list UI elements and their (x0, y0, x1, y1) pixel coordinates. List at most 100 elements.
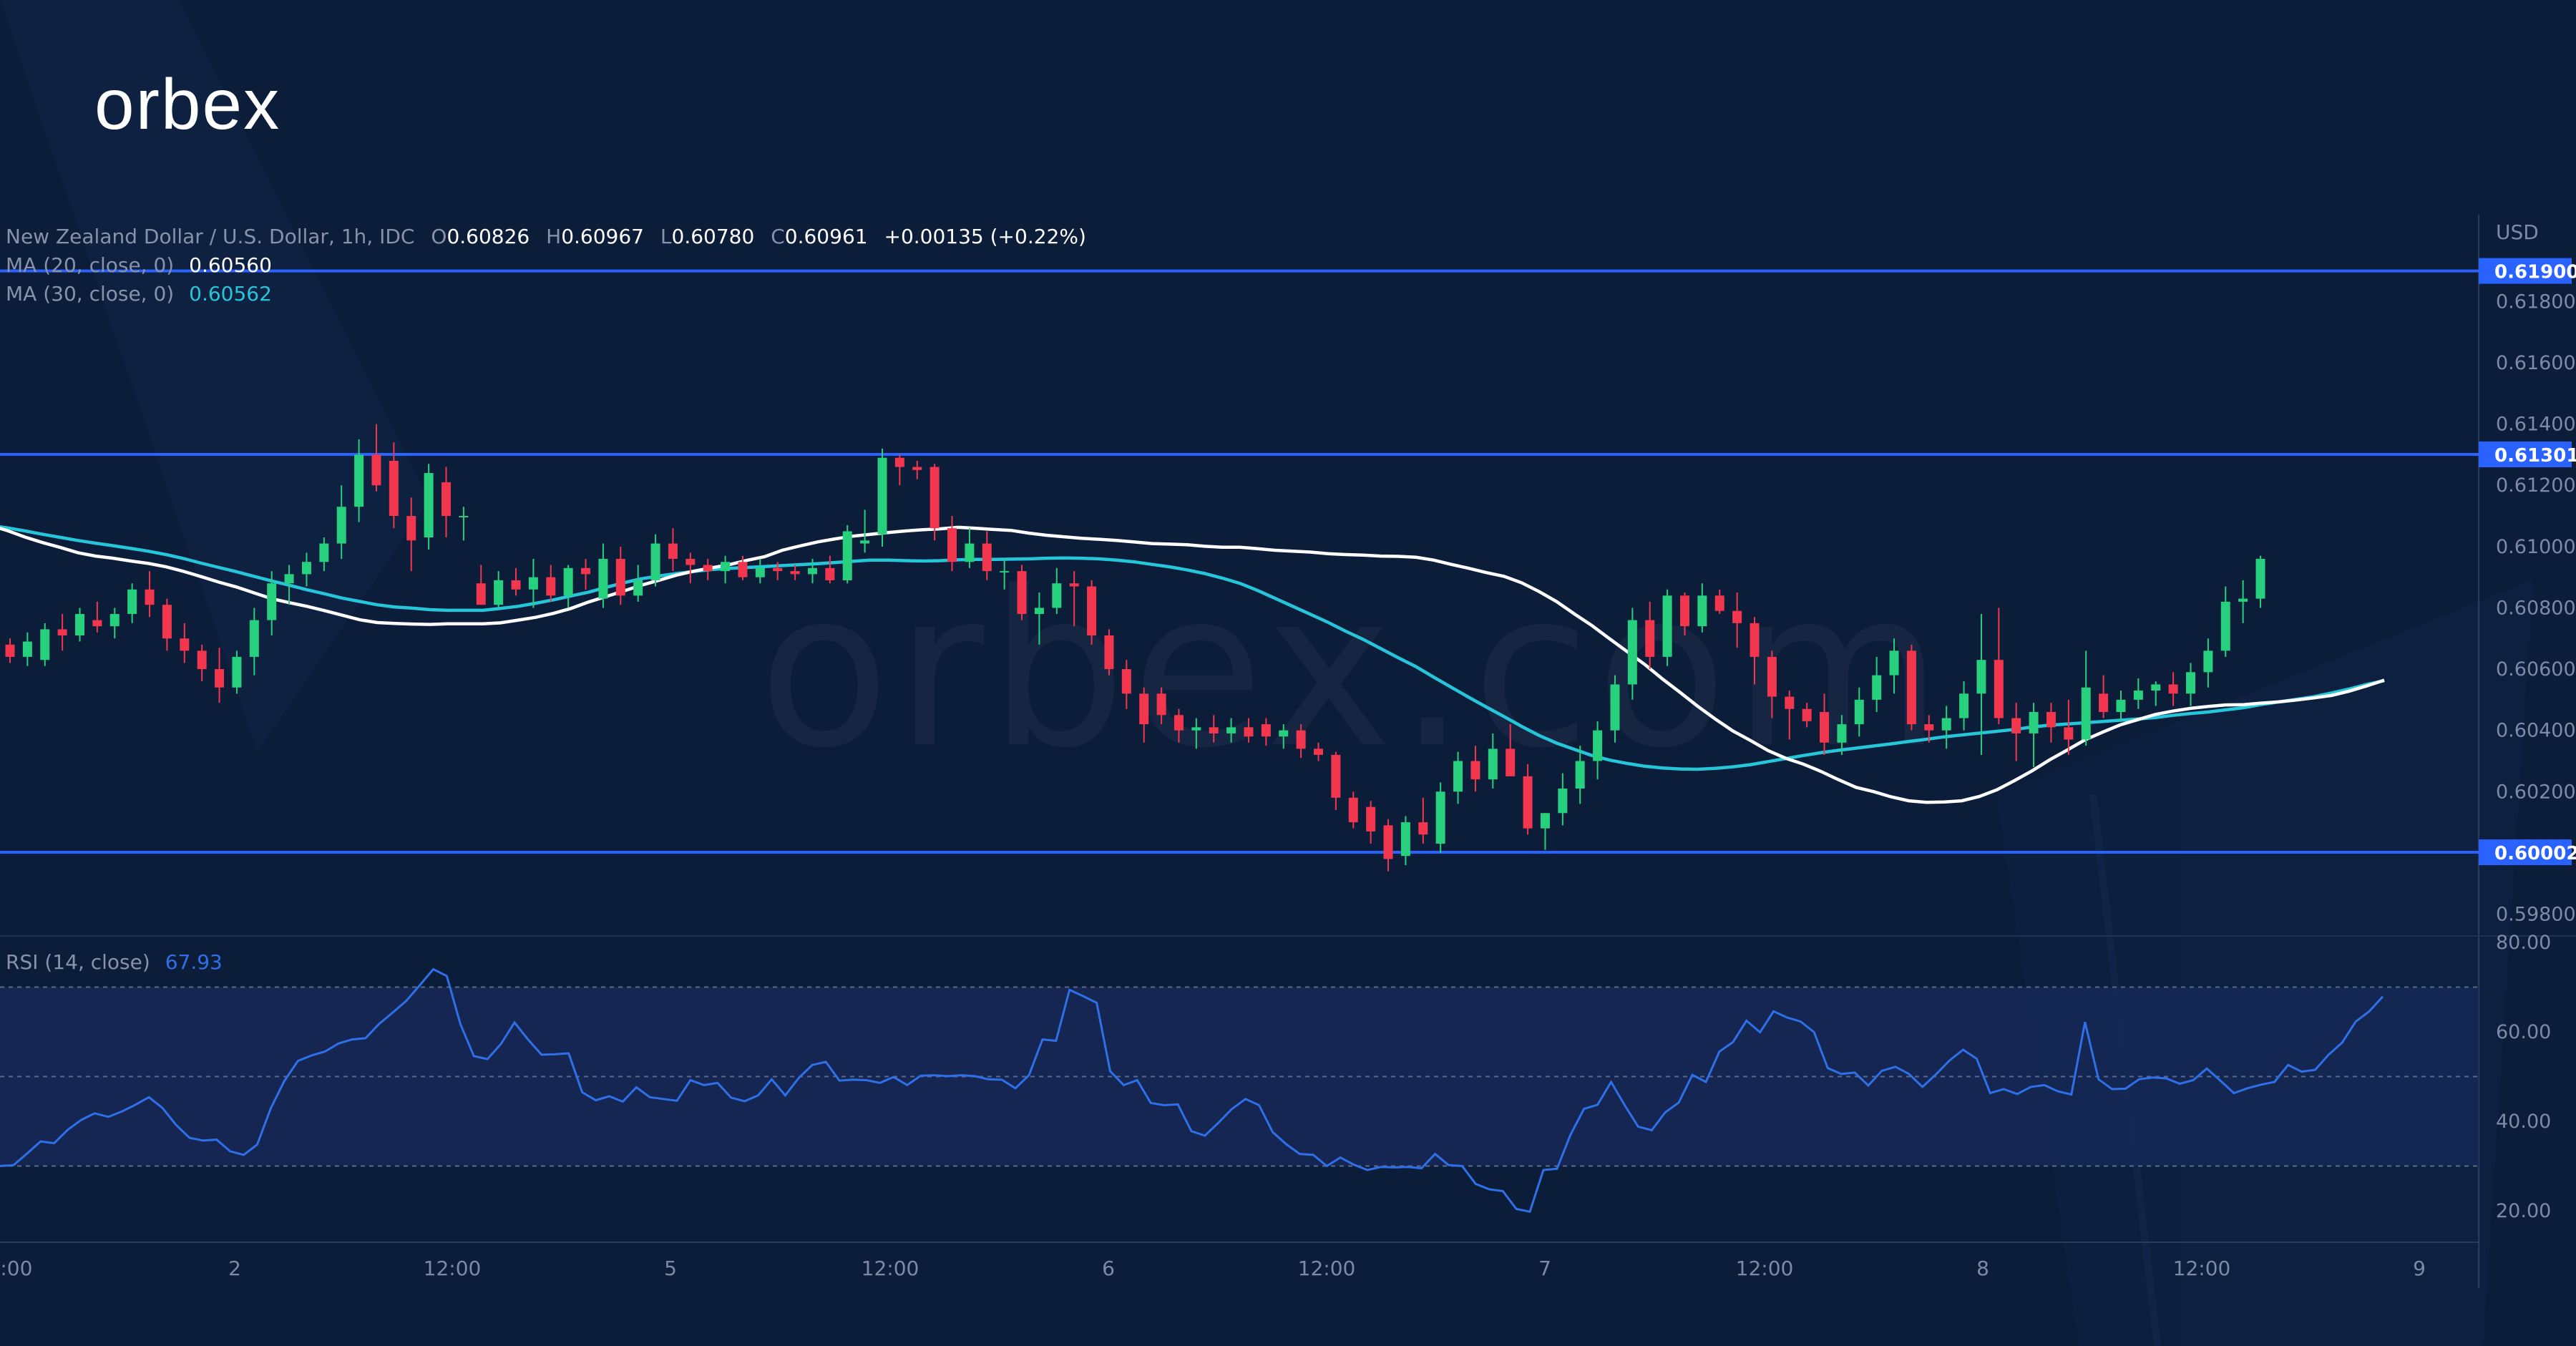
candle (1785, 691, 1795, 740)
time-tick: 12:00 (2173, 1257, 2231, 1280)
candle (1104, 629, 1114, 676)
candle (1906, 644, 1916, 731)
candle-body (1453, 761, 1463, 792)
candle (877, 448, 887, 547)
candle-body (686, 558, 696, 565)
candle-body (2064, 727, 2074, 740)
candle (57, 614, 67, 651)
candle (1750, 617, 1760, 685)
candle (1435, 782, 1445, 853)
candle (686, 552, 696, 584)
time-tick: 9 (2413, 1257, 2426, 1280)
candle-body (721, 562, 731, 572)
candle (2116, 691, 2126, 721)
candle (1679, 592, 1689, 635)
candle-body (232, 656, 242, 688)
change-value: +0.00135 (+0.22%) (884, 225, 1085, 248)
candle (1331, 751, 1341, 810)
candle (2081, 650, 2091, 746)
candle-body (127, 589, 137, 615)
candle (459, 507, 469, 541)
candle (2203, 638, 2213, 688)
candle (92, 601, 102, 633)
candle-body (2011, 718, 2021, 733)
time-tick: 5 (664, 1257, 677, 1280)
candle (1820, 693, 1830, 755)
candle (75, 608, 85, 642)
ma30-legend: MA (30, close, 0) 0.60562 (6, 282, 272, 306)
candle-body (75, 614, 85, 635)
candle-body (1610, 684, 1620, 731)
candle-body (1488, 748, 1498, 780)
candle-body (459, 516, 469, 518)
level-tag (2479, 839, 2572, 866)
candle-body (424, 473, 434, 538)
candle (633, 565, 643, 602)
candle (738, 555, 748, 580)
candle-body (2116, 699, 2126, 712)
candle (982, 531, 992, 580)
level-tags: 0.61900 0.61301 0.60002 (2479, 258, 2576, 866)
candle-body (1261, 724, 1271, 737)
candle-body (1017, 571, 1027, 615)
candle (1575, 746, 1585, 804)
symbol-info: New Zealand Dollar / U.S. Dollar, 1h, ID… (6, 225, 1086, 248)
candle (825, 555, 835, 584)
ma20-value: 0.60560 (189, 253, 272, 277)
candle (1209, 715, 1219, 743)
candle (511, 567, 521, 596)
candle (755, 558, 765, 584)
candle-body (790, 571, 800, 575)
candle (912, 460, 922, 479)
candle-body (1348, 797, 1358, 823)
ma20-label: MA (20, close, 0) (6, 253, 174, 277)
candle-body (1802, 708, 1812, 721)
candle-body (1366, 806, 1376, 832)
candle-body (5, 644, 15, 657)
candle-body (1976, 660, 1986, 694)
candle (1156, 687, 1166, 725)
level-tag (2479, 258, 2572, 284)
candle-body (894, 457, 904, 467)
symbol-name: New Zealand Dollar / U.S. Dollar, 1h, ID… (6, 225, 414, 248)
candle (1017, 565, 1027, 620)
candle-body (92, 620, 102, 627)
candle (703, 558, 713, 580)
candle (5, 638, 15, 663)
candle-body (2168, 684, 2178, 694)
candle (721, 555, 731, 584)
candle-body (22, 641, 32, 657)
candle-body (162, 605, 172, 639)
time-tick: 12:00 (424, 1257, 482, 1280)
candle-body (1052, 583, 1062, 608)
candle (1959, 681, 1969, 731)
currency-label: USD (2496, 220, 2539, 244)
time-tick: 12:00 (862, 1257, 919, 1280)
price-tick: 0.61000 (2496, 536, 2576, 558)
candle-body (947, 528, 957, 562)
candle-body (319, 543, 329, 562)
rsi-legend: RSI (14, close) 67.93 (6, 950, 223, 974)
candle-body (511, 580, 521, 590)
candle-body (2203, 650, 2213, 673)
candle-body (1383, 825, 1393, 859)
candle (965, 528, 975, 568)
close-value: 0.60961 (785, 225, 868, 248)
candle (284, 565, 294, 605)
candle-body (1820, 711, 1830, 743)
candle-body (371, 454, 381, 486)
candle-body (267, 583, 277, 620)
ma20-line (0, 525, 2385, 804)
candle-body (1209, 727, 1219, 733)
candle (1872, 656, 1882, 712)
candle (371, 424, 381, 492)
candle-body (109, 614, 119, 627)
time-tick: 12:00 (1736, 1257, 1794, 1280)
level-tag-label: 0.60002 (2494, 843, 2576, 864)
candle-body (1558, 789, 1568, 814)
candle-body (1000, 571, 1010, 573)
candle (1767, 650, 1777, 718)
candle-body (2151, 684, 2161, 691)
candle (162, 598, 172, 651)
candle-body (1400, 822, 1410, 857)
